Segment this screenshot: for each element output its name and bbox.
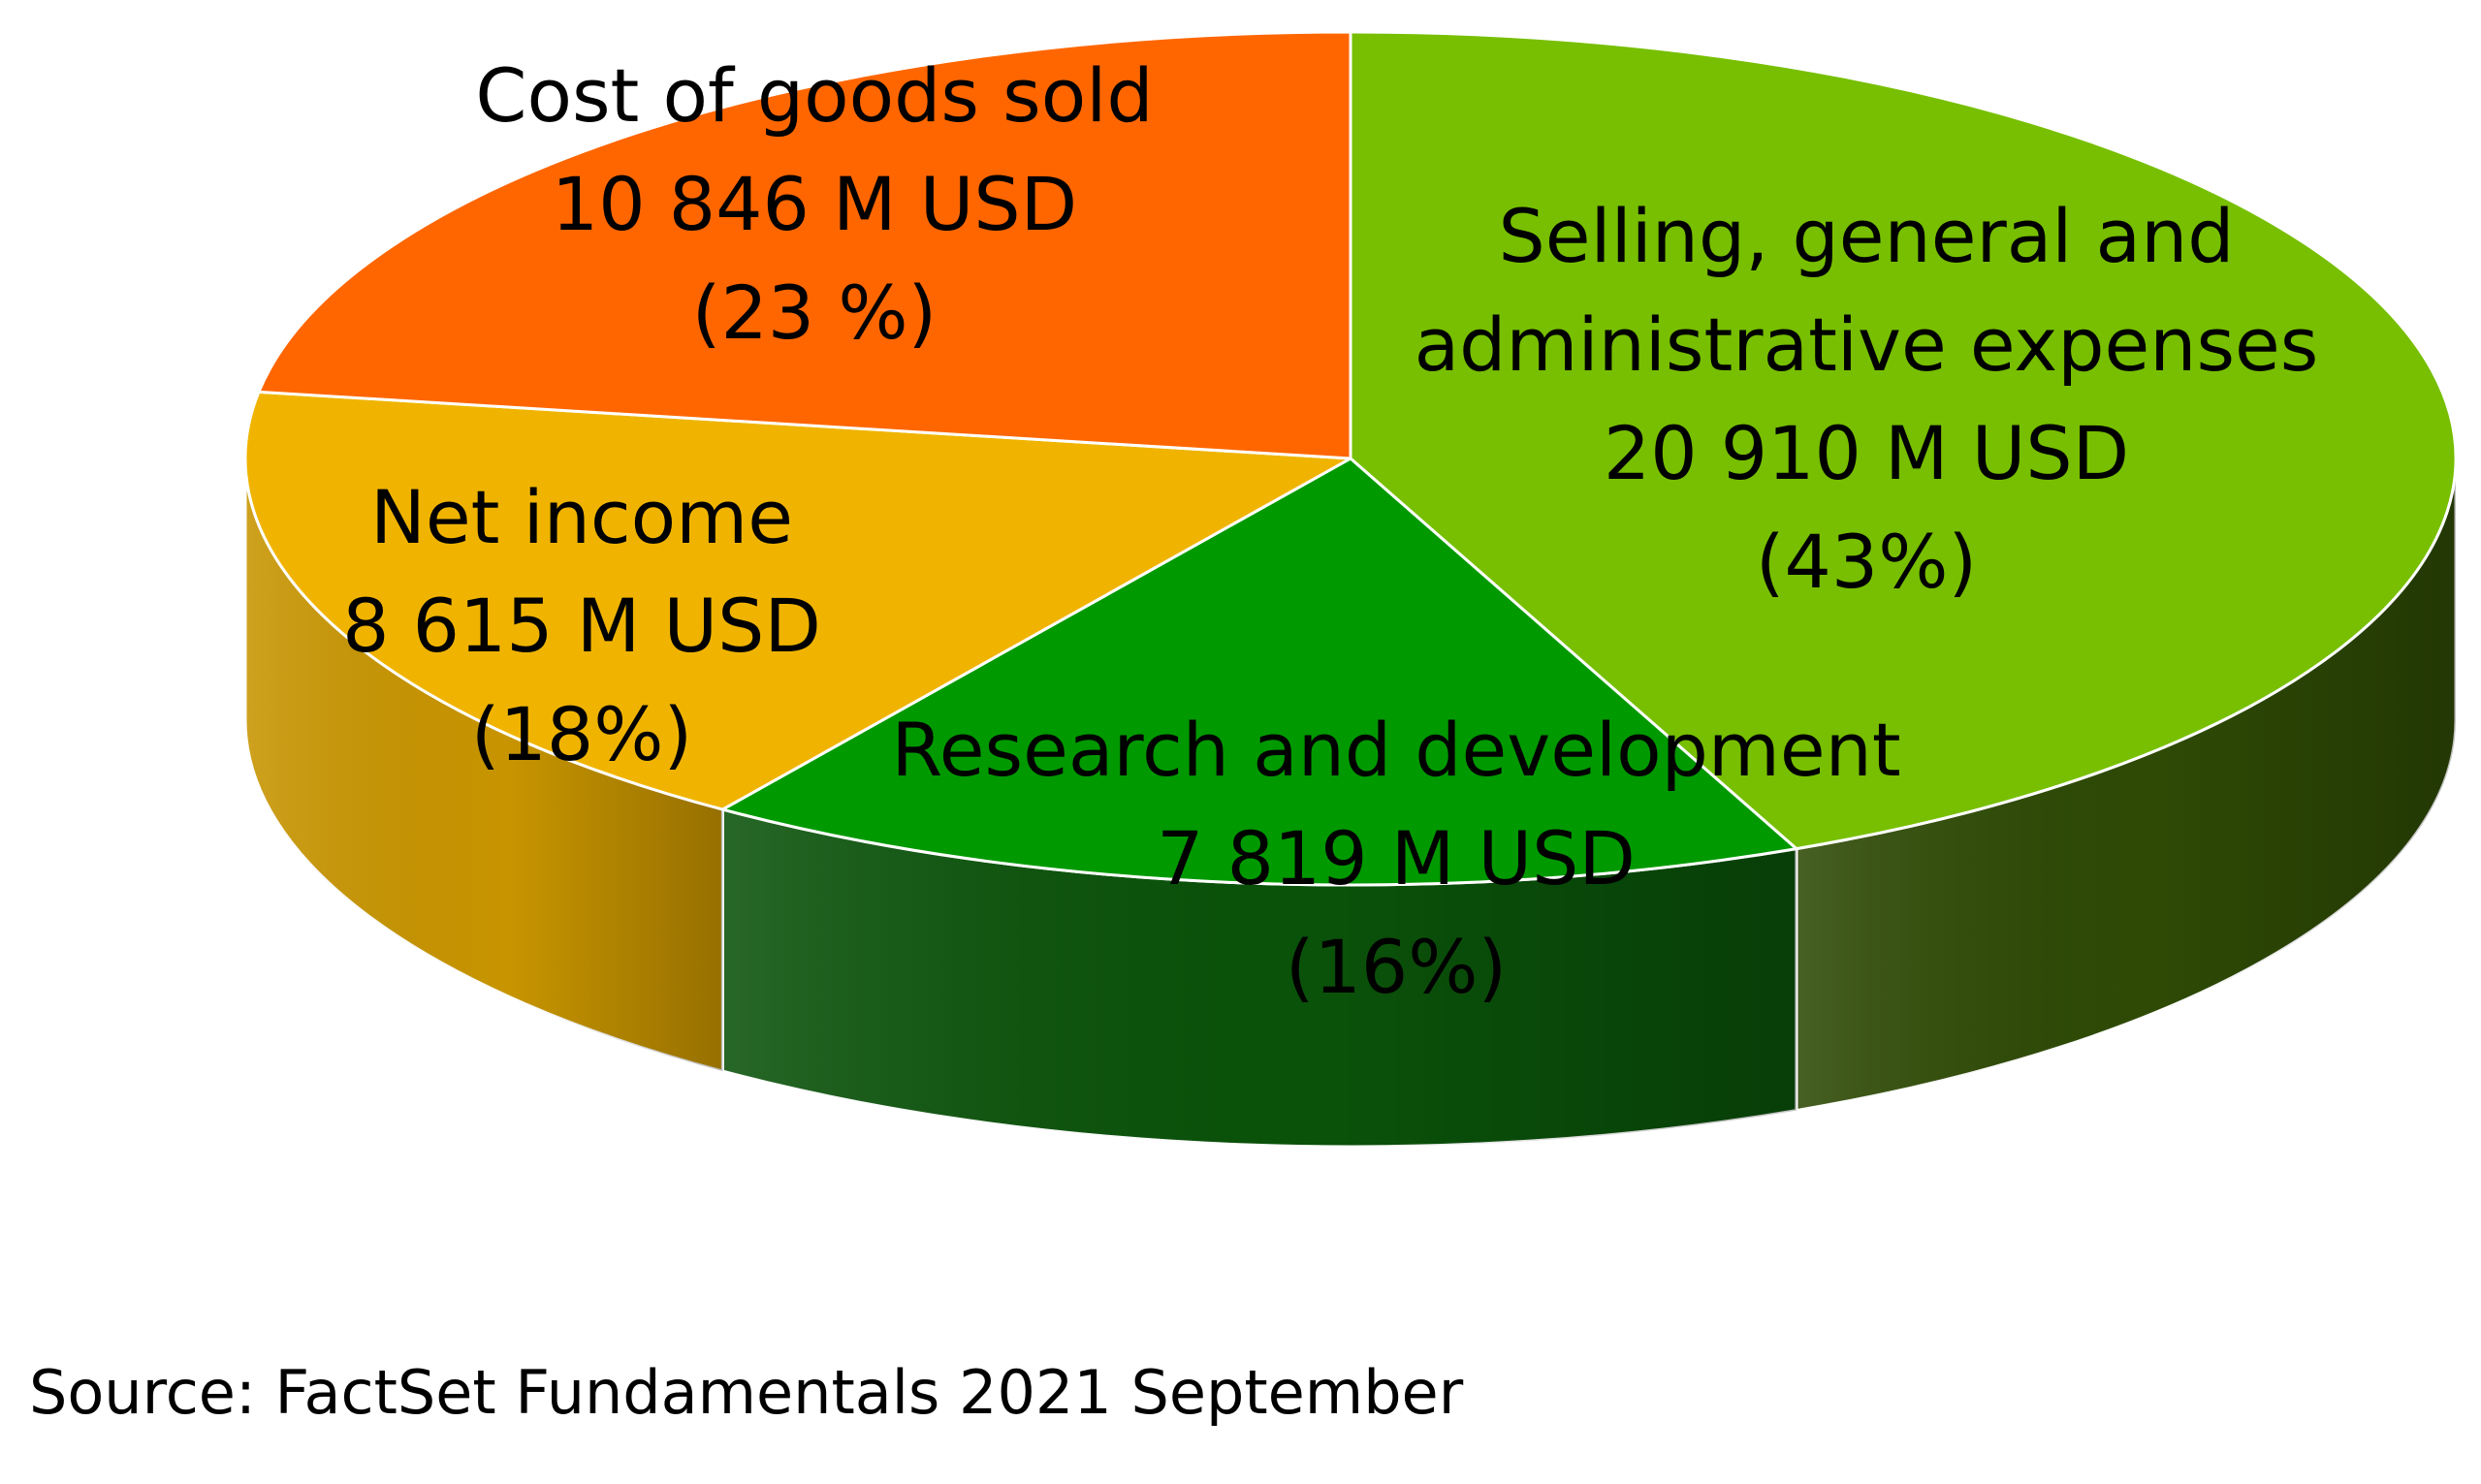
slice-label-line: (23 %) [692, 269, 937, 356]
pie-side-shade-2 [245, 458, 723, 1072]
slice-label-line: 20 910 M USD [1604, 410, 2129, 496]
slice-label-line: 7 819 M USD [1157, 815, 1636, 901]
pie-slice-1 [720, 457, 1798, 887]
pie-slice-0 [1349, 30, 2458, 851]
pie-side-shade-0 [1796, 458, 2456, 1111]
slice-label-3: Cost of goods sold 10 846 M USD (23 %) [475, 52, 1153, 356]
slice-label-line: administrative expenses [1415, 301, 2319, 388]
slice-label-line: 8 615 M USD [342, 583, 821, 669]
slice-label-line: 10 846 M USD [552, 161, 1077, 247]
slice-label-2: Net income 8 615 M USD (18%) [342, 474, 821, 777]
slice-label-line: (16%) [1286, 924, 1507, 1010]
pie-slice-2 [243, 390, 1352, 811]
slice-label-line: Cost of goods sold [475, 52, 1153, 139]
pie-sides [243, 458, 2458, 1149]
slice-label-0: Selling, general and administrative expen… [1415, 193, 2319, 605]
pie-side-shade-1 [722, 809, 1797, 1147]
pie-labels: Selling, general and administrative expen… [342, 52, 2318, 1010]
slice-label-line: Research and development [891, 707, 1900, 793]
slice-label-line: (18%) [471, 691, 692, 777]
slice-label-1: Research and development 7 819 M USD (16%) [891, 707, 1900, 1010]
pie-tops [243, 30, 2458, 887]
pie-slice-3 [257, 30, 1352, 460]
source-note: Source: FactSet Fundamentals 2021 Septem… [29, 1357, 1464, 1428]
slice-label-line: Selling, general and [1498, 193, 2234, 279]
slice-label-line: (43%) [1756, 519, 1977, 605]
slice-label-line: Net income [370, 474, 793, 560]
